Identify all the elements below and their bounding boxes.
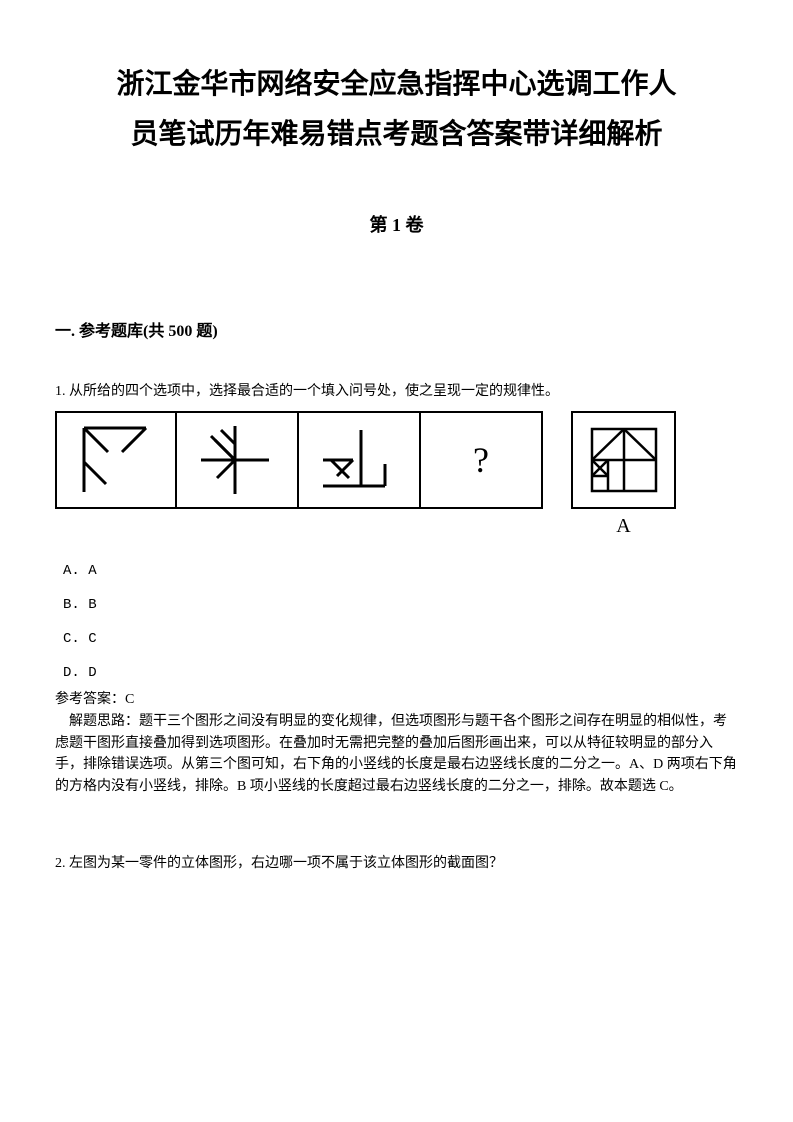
title-line-2: 员笔试历年难易错点考题含答案带详细解析	[55, 110, 738, 160]
option-d: D. D	[63, 665, 738, 681]
figure-box-3	[299, 411, 421, 509]
option-b: B. B	[63, 597, 738, 613]
answer-figure-svg	[582, 421, 666, 499]
question-1-options: A. A B. B C. C D. D	[63, 563, 738, 681]
explanation-text: 解题思路：题干三个图形之间没有明显的变化规律，但选项图形与题干各个图形之间存在明…	[55, 711, 738, 798]
option-a: A. A	[63, 563, 738, 579]
figure-box-1	[55, 411, 177, 509]
figure-box-2	[177, 411, 299, 509]
figure-2-svg	[187, 420, 287, 500]
document-title: 浙江金华市网络安全应急指挥中心选调工作人 员笔试历年难易错点考题含答案带详细解析	[55, 60, 738, 161]
answer-figure-box	[571, 411, 676, 509]
question-mark-icon: ?	[473, 439, 489, 481]
question-1-figures: ? A	[55, 411, 738, 538]
question-1-text: 1. 从所给的四个选项中，选择最合适的一个填入问号处，使之呈现一定的规律性。	[55, 381, 738, 403]
question-2-text: 2. 左图为某一零件的立体图形，右边哪一项不属于该立体图形的截面图？	[55, 853, 738, 875]
section-heading: 一. 参考题库(共 500 题)	[55, 317, 738, 341]
option-c: C. C	[63, 631, 738, 647]
answer-option-label: A	[571, 515, 676, 538]
figure-3-svg	[309, 420, 409, 500]
volume-label: 第 1 卷	[55, 211, 738, 237]
figure-box-4: ?	[421, 411, 543, 509]
reference-answer: 参考答案：C	[55, 689, 738, 711]
title-line-1: 浙江金华市网络安全应急指挥中心选调工作人	[55, 60, 738, 110]
answer-label: 参考答案：C	[55, 692, 134, 707]
figure-1-svg	[66, 420, 166, 500]
